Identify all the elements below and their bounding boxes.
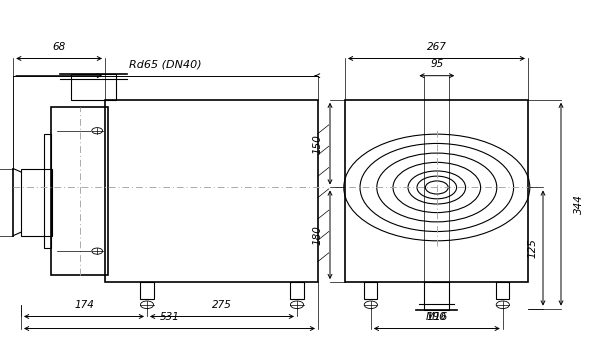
Text: 275: 275 [212, 300, 232, 310]
Bar [71, 74, 116, 100]
Text: 68: 68 [52, 42, 66, 52]
Text: 267: 267 [427, 42, 446, 52]
Text: 95: 95 [430, 60, 443, 69]
Circle shape [92, 248, 103, 254]
Text: 174: 174 [74, 300, 94, 310]
Text: 344: 344 [574, 194, 584, 214]
Text: 531: 531 [160, 312, 179, 322]
Text: 125: 125 [527, 238, 537, 258]
Bar [364, 282, 377, 299]
Bar [105, 100, 318, 282]
Text: 190: 190 [427, 312, 447, 322]
Circle shape [92, 128, 103, 134]
Text: Rd65 (DN40): Rd65 (DN40) [129, 60, 202, 69]
Bar [140, 282, 154, 299]
Text: 150: 150 [313, 134, 323, 153]
Bar [496, 282, 509, 299]
Circle shape [496, 301, 509, 309]
Bar [345, 100, 528, 282]
Circle shape [290, 301, 304, 309]
Circle shape [140, 301, 154, 309]
Text: M16: M16 [425, 312, 448, 322]
Bar [51, 107, 108, 275]
Bar [44, 134, 51, 248]
Bar [21, 169, 52, 236]
Text: 180: 180 [313, 225, 323, 245]
Bar [290, 282, 304, 299]
Bar [424, 282, 449, 310]
Circle shape [364, 301, 377, 309]
